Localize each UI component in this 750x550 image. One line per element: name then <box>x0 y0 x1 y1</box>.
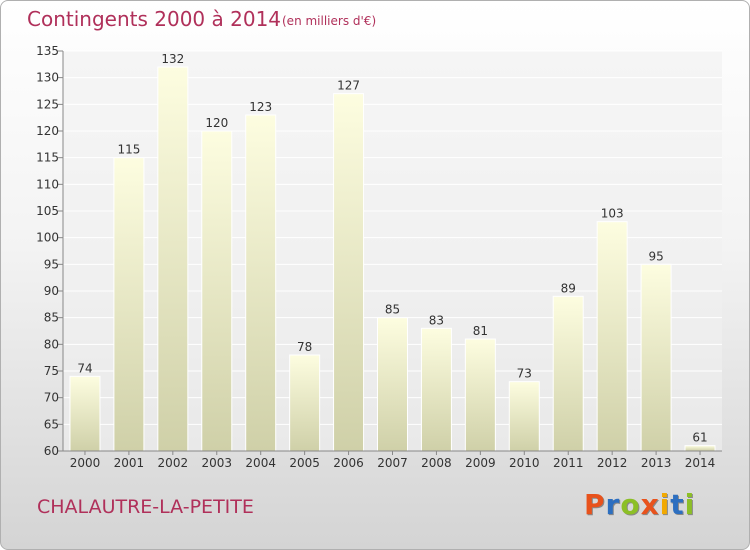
x-tick-label: 2000 <box>70 456 101 470</box>
y-tick-label: 60 <box>44 444 59 458</box>
y-tick-label: 90 <box>44 284 59 298</box>
x-tick-label: 2005 <box>289 456 320 470</box>
bar-2012 <box>596 221 628 452</box>
y-tick-label: 125 <box>36 97 59 111</box>
logo-letter: t <box>670 488 685 521</box>
y-tick-label: 130 <box>36 71 59 85</box>
y-tick-label: 100 <box>36 231 59 245</box>
data-label: 85 <box>385 303 400 317</box>
x-tick-label: 2009 <box>465 456 496 470</box>
y-tick-label: 120 <box>36 124 59 138</box>
bar-2006 <box>333 93 365 452</box>
commune-name: CHALAUTRE-LA-PETITE <box>37 496 254 518</box>
data-label: 81 <box>473 324 488 338</box>
bar-2011 <box>552 295 584 452</box>
logo-letter: r <box>605 488 621 521</box>
data-label: 103 <box>601 207 624 221</box>
proxiti-logo: Proxiti <box>584 488 695 521</box>
y-tick-label: 110 <box>36 177 59 191</box>
data-label: 123 <box>249 100 272 114</box>
x-tick-label: 2012 <box>597 456 628 470</box>
data-label: 73 <box>517 367 532 381</box>
logo-letter: i <box>659 488 671 521</box>
bar-2005 <box>289 354 321 452</box>
y-tick-label: 65 <box>44 417 59 431</box>
bar-2001 <box>113 157 145 452</box>
y-tick-label: 70 <box>44 391 59 405</box>
chart-title: Contingents 2000 à 2014 <box>27 7 282 31</box>
data-label: 78 <box>297 340 312 354</box>
y-tick-label: 135 <box>36 44 59 58</box>
data-label: 83 <box>429 313 444 327</box>
logo-letter: o <box>620 488 641 521</box>
x-tick-label: 2007 <box>377 456 408 470</box>
x-tick-label: 2008 <box>421 456 452 470</box>
bar-2003 <box>201 130 233 452</box>
bar-2007 <box>377 317 408 452</box>
bar-2010 <box>508 381 540 452</box>
y-tick-label: 95 <box>44 257 59 271</box>
data-label: 61 <box>692 431 707 445</box>
x-tick-label: 2011 <box>553 456 584 470</box>
chart-subtitle: (en milliers d'€) <box>282 14 377 28</box>
y-tick-label: 80 <box>44 337 59 351</box>
bar-2000 <box>69 375 101 452</box>
x-tick-label: 2004 <box>245 456 276 470</box>
data-label: 132 <box>161 52 184 66</box>
x-tick-label: 2001 <box>114 456 145 470</box>
data-label: 89 <box>561 281 576 295</box>
data-label: 120 <box>205 116 228 130</box>
bar-2008 <box>420 327 452 452</box>
x-tick-label: 2013 <box>641 456 672 470</box>
data-label: 95 <box>648 249 663 263</box>
x-tick-label: 2010 <box>509 456 540 470</box>
x-tick-label: 2002 <box>158 456 189 470</box>
logo-letter: x <box>640 488 660 521</box>
logo-letter: P <box>584 488 606 521</box>
bar-2009 <box>464 338 496 452</box>
data-label: 127 <box>337 79 360 93</box>
bar-2004 <box>245 114 277 452</box>
y-tick-label: 75 <box>44 364 59 378</box>
bar-2002 <box>157 66 189 452</box>
data-label: 115 <box>117 143 140 157</box>
x-tick-label: 2014 <box>685 456 716 470</box>
data-label: 74 <box>77 361 92 375</box>
logo-letter: i <box>684 488 696 521</box>
bar-2014 <box>684 445 716 452</box>
x-tick-label: 2006 <box>333 456 364 470</box>
y-tick-label: 85 <box>44 311 59 325</box>
y-tick-label: 105 <box>36 204 59 218</box>
bar-2013 <box>640 263 672 452</box>
x-tick-label: 2003 <box>201 456 232 470</box>
y-tick-label: 115 <box>36 151 59 165</box>
